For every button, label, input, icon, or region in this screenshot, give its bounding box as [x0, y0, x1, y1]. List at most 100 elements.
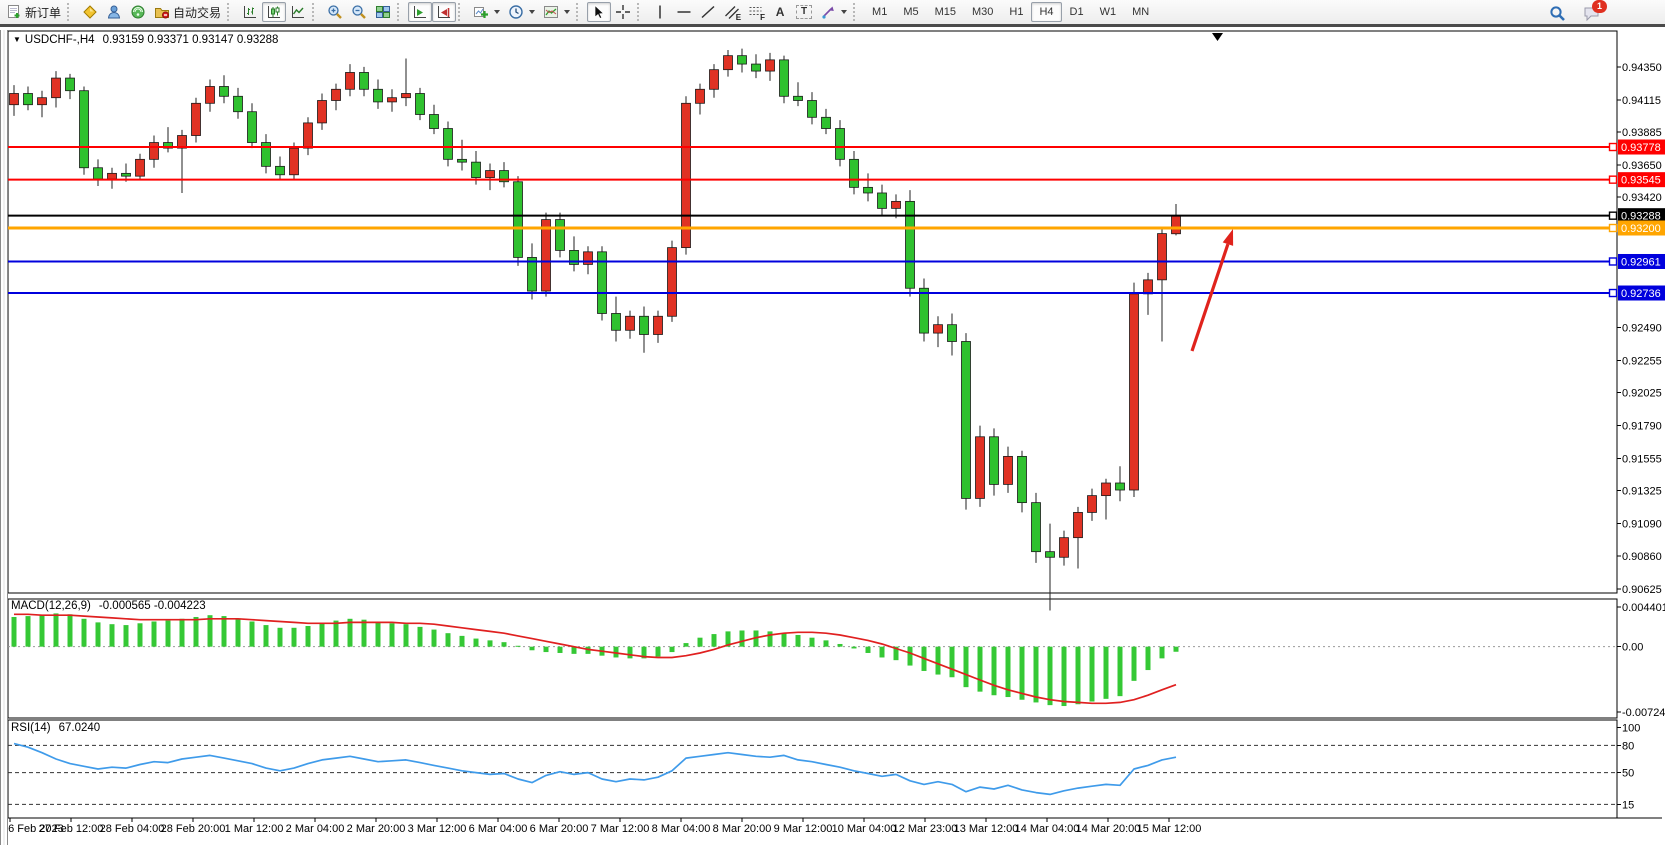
- current-price-line-price-label: 0.93288: [1621, 211, 1661, 223]
- bull-candle: [1129, 293, 1139, 491]
- bull-candle: [1073, 512, 1083, 539]
- timeframe-button-H1[interactable]: H1: [1009, 6, 1024, 18]
- candlestick-chart-button[interactable]: [262, 2, 287, 22]
- data-window-button[interactable]: [102, 2, 126, 22]
- navigator-button[interactable]: [126, 2, 150, 22]
- data-window-icon: [106, 4, 122, 20]
- svg-text:0.92490: 0.92490: [1622, 322, 1662, 334]
- arrow-tools-button[interactable]: [816, 2, 851, 22]
- bear-candle: [877, 192, 887, 209]
- market-watch-icon: [82, 4, 98, 20]
- candlestick-chart-icon: [266, 4, 282, 20]
- annotation-arrow-up[interactable]: [1190, 229, 1234, 352]
- zoom-out-button[interactable]: [347, 2, 371, 22]
- timeframe-button-H4[interactable]: H4: [1031, 2, 1062, 22]
- timeframe-button-M15[interactable]: M15: [934, 6, 956, 18]
- timeframe-button-M30[interactable]: M30: [972, 6, 994, 18]
- templates-button[interactable]: [539, 2, 574, 22]
- periods-button[interactable]: [504, 2, 539, 22]
- bear-candle: [359, 72, 369, 90]
- support-line-lower-marker[interactable]: [1608, 288, 1618, 298]
- bull-candle: [401, 93, 411, 99]
- bear-candle: [457, 158, 467, 163]
- timeframe-button-M5[interactable]: M5: [903, 6, 919, 18]
- auto-scroll-button[interactable]: [408, 2, 433, 22]
- bear-candle: [415, 93, 425, 115]
- text-button[interactable]: A: [768, 2, 792, 22]
- candles: [9, 48, 1181, 611]
- chart-shift-button[interactable]: [432, 2, 457, 22]
- notifications-button[interactable]: 1: [1579, 0, 1607, 23]
- bull-candle: [541, 219, 551, 292]
- horizontal-line-button[interactable]: [672, 2, 696, 22]
- bull-candle: [975, 436, 985, 499]
- macd-pane: [7, 598, 1618, 719]
- toolbar-grip: [458, 3, 465, 21]
- tile-windows-button[interactable]: [371, 2, 395, 22]
- text-icon: A: [775, 5, 785, 19]
- support-line-upper-marker[interactable]: [1608, 257, 1618, 266]
- timeframe-button-W1[interactable]: W1: [1099, 6, 1117, 18]
- timeframe-button-D1[interactable]: D1: [1069, 6, 1084, 18]
- auto-scroll-icon: [412, 4, 428, 20]
- cursor-button[interactable]: [587, 2, 612, 22]
- line-chart-button[interactable]: [286, 2, 310, 22]
- bear-candle: [905, 200, 915, 289]
- market-watch-button[interactable]: [78, 2, 102, 22]
- svg-text:26 Feb 2023: 26 Feb 2023: [2, 823, 64, 835]
- label-button[interactable]: T: [792, 2, 816, 22]
- trendline-button[interactable]: [696, 2, 720, 22]
- bull-candle: [1087, 495, 1097, 513]
- chart-header: ▼ USDCHF-,H4 0.93159 0.93371 0.93147 0.932…: [13, 34, 278, 46]
- bull-candle: [485, 170, 495, 178]
- bear-candle: [163, 142, 173, 149]
- bear-candle: [849, 158, 859, 188]
- bear-candle: [1115, 482, 1125, 491]
- toolbar-grip: [576, 3, 583, 21]
- toolbar-grip: [227, 3, 234, 21]
- svg-text:0.90625: 0.90625: [1622, 584, 1662, 596]
- svg-text:0.94350: 0.94350: [1622, 62, 1662, 74]
- new-order-button[interactable]: 新订单: [2, 2, 65, 22]
- bear-candle: [443, 128, 453, 160]
- macd-indicator-name: MACD(12,26,9): [11, 600, 91, 612]
- svg-text:6 Mar 04:00: 6 Mar 04:00: [469, 823, 528, 835]
- auto-trading-button[interactable]: 自动交易: [150, 2, 225, 22]
- crosshair-button[interactable]: [611, 2, 635, 22]
- pivot-line-orange-price-label: 0.93200: [1621, 223, 1661, 235]
- timeframe-group: M1 M5 M15 M30 H1 H4 D1 W1 MN: [864, 2, 1157, 22]
- channel-button[interactable]: E: [720, 2, 744, 22]
- channel-icon: E: [724, 4, 741, 22]
- bear-candle: [751, 63, 761, 72]
- bear-candle: [611, 313, 621, 331]
- bar-chart-button[interactable]: [238, 2, 262, 22]
- bear-candle: [65, 77, 75, 92]
- chart-shift-marker-icon[interactable]: [1212, 33, 1223, 41]
- current-price-line-marker[interactable]: [1608, 211, 1618, 220]
- current-price-line-price-badge: [1618, 208, 1665, 224]
- horizontal-line-icon: [676, 4, 692, 20]
- fibonacci-button[interactable]: F: [744, 2, 768, 22]
- zoom-in-button[interactable]: [323, 2, 347, 22]
- bear-candle: [569, 250, 579, 265]
- bull-candle: [345, 72, 355, 90]
- svg-text:0.91790: 0.91790: [1622, 421, 1662, 433]
- svg-text:0.92025: 0.92025: [1622, 388, 1662, 400]
- pivot-line-orange-marker[interactable]: [1608, 223, 1618, 233]
- vertical-line-button[interactable]: [648, 2, 672, 22]
- timeframe-button-MN[interactable]: MN: [1132, 6, 1150, 18]
- indicators-button[interactable]: [469, 2, 504, 22]
- bear-candle: [513, 181, 523, 258]
- timeframe-button-M1[interactable]: M1: [872, 6, 888, 18]
- macd-signal-line: [14, 613, 1177, 705]
- resistance-line-upper-marker[interactable]: [1608, 142, 1618, 152]
- price-axis: 0.94350 0.94115 0.93885 0.93650 0.93420 0.924…: [1617, 62, 1662, 596]
- auto-trading-icon: [154, 4, 170, 20]
- new-order-icon: [6, 4, 22, 20]
- chart-dropdown-arrow-icon[interactable]: ▼: [13, 35, 21, 44]
- search-button[interactable]: [1545, 3, 1569, 23]
- bull-candle: [387, 97, 397, 103]
- resistance-line-lower-marker[interactable]: [1608, 175, 1618, 184]
- arrow-tools-icon: [820, 4, 836, 20]
